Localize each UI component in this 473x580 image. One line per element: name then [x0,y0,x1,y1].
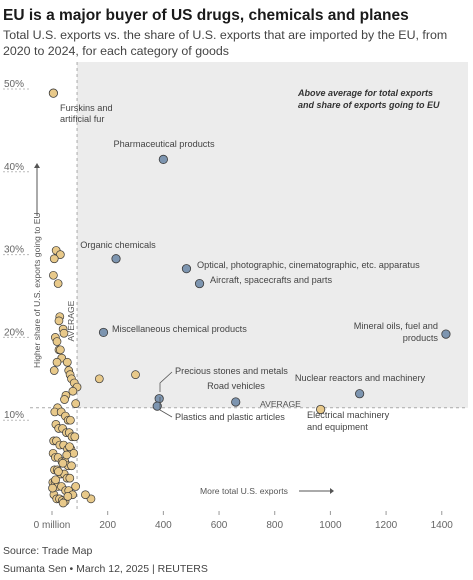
point-label: Organic chemicals [80,240,156,250]
x-tick-label: 1000 [319,520,342,531]
data-point [66,415,75,425]
x-tick-label: 400 [155,520,172,531]
point-label: Optical, photographic, cinematographic, … [197,260,420,270]
byline: Sumanta Sen • March 12, 2025 | REUTERS [3,563,208,575]
labeled-data-point [152,401,162,411]
y-tick-label: 30% [4,245,24,256]
data-point [60,395,69,404]
chart-title: EU is a major buyer of US drugs, chemica… [3,7,409,24]
point-label: Pharmaceutical products [113,139,215,149]
region-note-line: Above average for total exports [297,88,433,98]
data-point [71,399,81,408]
chart-subtitle: Total U.S. exports vs. the share of U.S.… [3,28,448,58]
point-label: Road vehicles [207,381,265,391]
y-tick-label: 50% [4,79,24,90]
x-tick-label: 0 million [34,520,71,531]
leader-line [159,397,173,418]
data-point [52,357,62,367]
scatter-chart: Above average for total exports and share… [3,62,468,531]
labeled-data-point [316,404,326,415]
data-point [65,442,74,452]
data-point [56,250,65,259]
data-point [59,328,69,338]
labeled-data-point [48,88,58,98]
labeled-data-point [158,154,168,164]
point-label: Mineral oils, fuel and [354,321,438,331]
data-point [63,492,73,501]
average-y-label: AVERAGE [260,399,301,409]
average-x-label: AVERAGE [66,300,76,341]
x-axis-arrowhead [330,488,334,494]
labeled-data-point [194,278,205,289]
data-point [62,450,72,460]
point-label: Plastics and plastic articles [175,412,285,422]
x-tick-label: 600 [211,520,228,531]
point-label: and equipment [307,422,368,432]
data-point [71,482,81,491]
labeled-data-point [98,327,109,338]
highlight-region-layer: Above average for total exports and share… [77,62,468,408]
data-point [48,483,57,493]
data-point [56,345,65,355]
data-point [51,475,60,485]
above-average-region [77,62,468,408]
data-point [53,279,63,288]
data-point [67,461,76,471]
data-point [54,316,64,326]
data-point [131,370,140,380]
region-note-line: and share of exports going to EU [298,100,440,110]
source-note: Source: Trade Map [3,545,93,557]
data-point [49,270,58,280]
points-layer [48,88,451,508]
data-point [81,490,90,500]
leader-line [159,371,173,392]
y-tick-label: 10% [4,410,24,421]
labeled-data-point [231,397,241,407]
point-label: Electrical machinery [307,410,390,420]
data-point [65,473,75,483]
data-point [62,357,72,367]
x-tick-label: 1400 [431,520,454,531]
data-point [68,386,78,396]
data-point [58,498,68,508]
labeled-data-point [181,264,192,274]
y-tick-label: 20% [4,327,24,338]
data-point [49,366,59,375]
y-axis-arrowhead [34,163,40,168]
labeled-data-point [355,389,365,399]
y-axis-label: Higher share of U.S. exports going to EU [32,212,42,368]
data-point [94,374,104,384]
point-label: Aircraft, spacecrafts and parts [210,275,332,285]
axes-layer: AVERAGE AVERAGE 0 million 200 400 600 800 1000 1… [3,62,468,531]
y-tick-label: 40% [4,162,24,173]
point-label: Miscellaneous chemical products [112,324,247,334]
x-tick-label: 800 [266,520,283,531]
data-point [54,467,63,476]
point-label: artificial fur [60,114,104,124]
labeled-data-point [111,254,121,264]
point-label: Nuclear reactors and machinery [295,373,426,383]
x-axis-label: More total U.S. exports [200,486,288,496]
x-tick-label: 200 [99,520,116,531]
data-point [52,337,62,346]
data-point [70,432,80,442]
data-point [49,254,59,264]
labeled-data-point [154,394,164,404]
data-point [58,458,68,468]
labeled-data-point [441,329,451,339]
point-label: Precious stones and metals [175,366,288,376]
point-label: Furskins and [60,103,113,113]
point-label: products [403,333,439,343]
x-tick-label: 1200 [375,520,398,531]
